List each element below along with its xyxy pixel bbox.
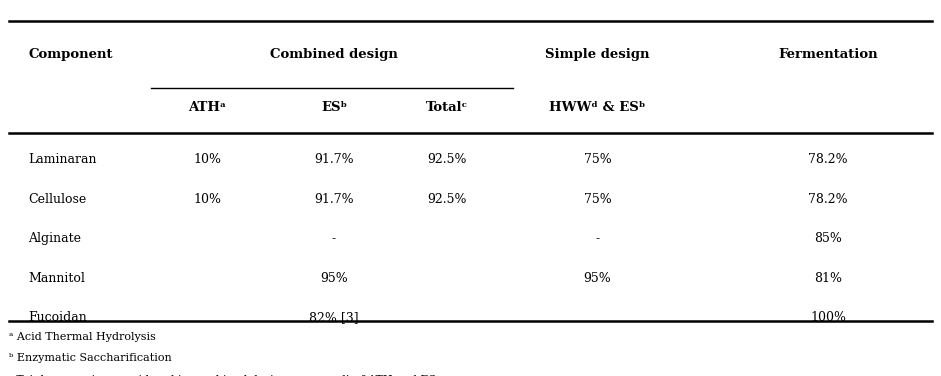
- Text: 91.7%: 91.7%: [314, 153, 354, 166]
- Text: Laminaran: Laminaran: [28, 153, 97, 166]
- Text: 85%: 85%: [814, 232, 842, 245]
- Text: Totalᶜ: Totalᶜ: [426, 101, 468, 114]
- Text: 82% [3]: 82% [3]: [310, 311, 359, 324]
- Text: Mannitol: Mannitol: [28, 272, 85, 285]
- Text: ᵃ Acid Thermal Hydrolysis: ᵃ Acid Thermal Hydrolysis: [9, 332, 156, 342]
- Text: 78.2%: 78.2%: [808, 153, 848, 166]
- Text: Fucoidan: Fucoidan: [28, 311, 87, 324]
- Text: 10%: 10%: [193, 193, 221, 206]
- Text: ATHᵃ: ATHᵃ: [188, 101, 226, 114]
- Text: 10%: 10%: [193, 153, 221, 166]
- Text: 78.2%: 78.2%: [808, 193, 848, 206]
- Text: Simple design: Simple design: [545, 48, 650, 61]
- Text: Combined design: Combined design: [270, 48, 398, 61]
- Text: -: -: [332, 232, 336, 245]
- Text: 91.7%: 91.7%: [314, 193, 354, 206]
- Text: 95%: 95%: [583, 272, 612, 285]
- Text: 92.5%: 92.5%: [427, 153, 467, 166]
- Text: Fermentation: Fermentation: [778, 48, 878, 61]
- Text: ᵇ Enzymatic Saccharification: ᵇ Enzymatic Saccharification: [9, 353, 172, 364]
- Text: 75%: 75%: [583, 153, 612, 166]
- Text: 75%: 75%: [583, 193, 612, 206]
- Text: 81%: 81%: [814, 272, 842, 285]
- Text: 92.5%: 92.5%: [427, 193, 467, 206]
- Text: HWWᵈ & ESᵇ: HWWᵈ & ESᵇ: [550, 101, 646, 114]
- Text: ESᵇ: ESᵇ: [321, 101, 347, 114]
- Text: Alginate: Alginate: [28, 232, 81, 245]
- Text: 100%: 100%: [810, 311, 846, 324]
- Text: Component: Component: [28, 48, 113, 61]
- Text: ᶜ Total conversion considered in combined design as a result of ATH and ES.: ᶜ Total conversion considered in combine…: [9, 375, 439, 376]
- Text: -: -: [596, 232, 599, 245]
- Text: Cellulose: Cellulose: [28, 193, 87, 206]
- Text: 95%: 95%: [320, 272, 348, 285]
